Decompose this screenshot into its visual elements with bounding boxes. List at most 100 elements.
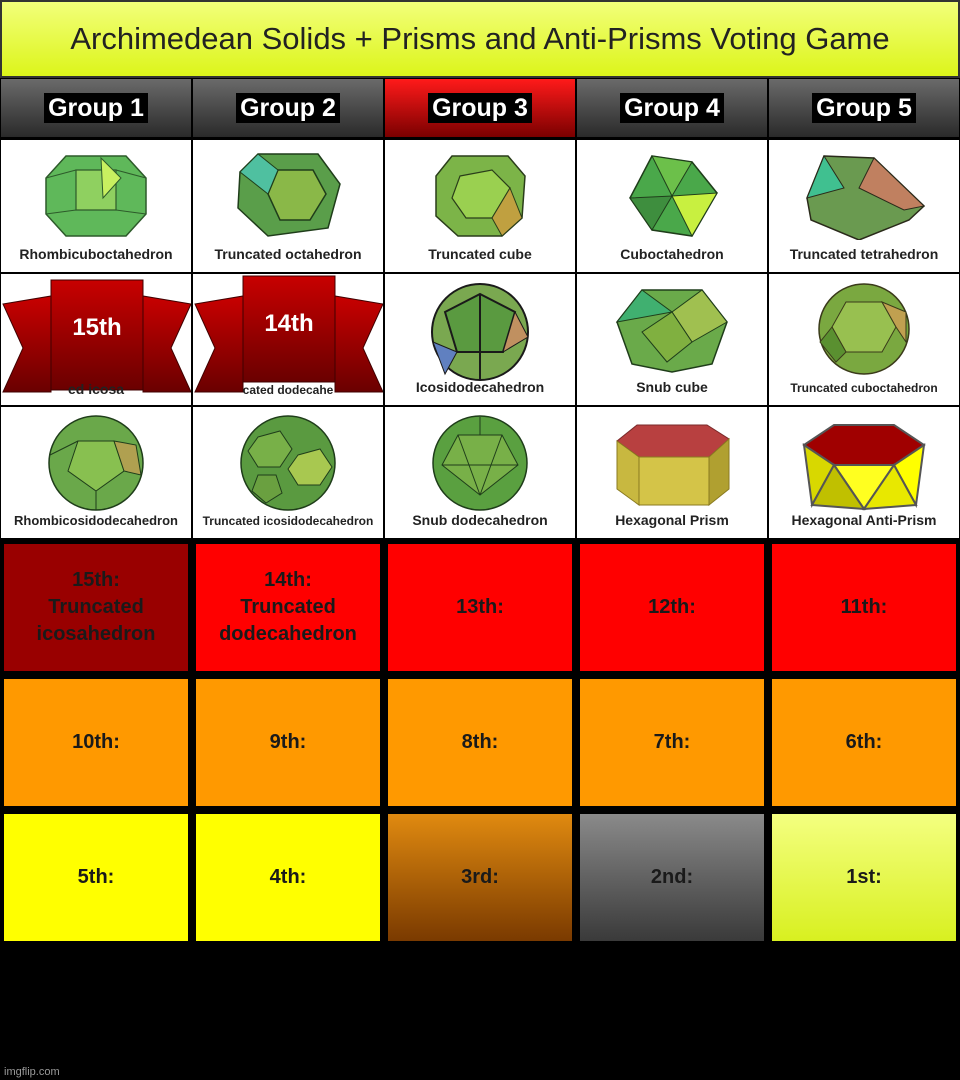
rank-slot: 1st: xyxy=(772,814,956,941)
ranking-board: 15th: Truncated icosahedron 14th: Truncated d… xyxy=(0,540,960,945)
rank-slot-text: 9th: xyxy=(270,729,307,756)
rhombicuboctahedron-icon xyxy=(45,155,147,237)
rank-slot-line: 3rd: xyxy=(461,866,499,888)
page-title: Archimedean Solids + Prisms and Anti-Pri… xyxy=(0,0,960,78)
rank-slot-text: 2nd: xyxy=(651,864,693,891)
rank-slot-line: 2nd: xyxy=(650,866,694,888)
rank-slot-line: 4th: xyxy=(269,866,307,888)
rank-slot: 5th: xyxy=(4,814,188,941)
rank-slot-line: 15th: xyxy=(72,569,120,591)
rank-slot: 8th: xyxy=(388,679,572,806)
rank-slot-line: 13th: xyxy=(456,596,504,618)
solids-row-2: 15th ed icosa 14th cated dodecahe xyxy=(0,273,960,406)
rank-slot: 11th: xyxy=(772,544,956,671)
solid-label: ed icosa xyxy=(67,381,125,397)
rank-slot-line: 7th: xyxy=(653,731,691,753)
solid-label: Truncated cube xyxy=(428,246,532,262)
truncated-octahedron-icon xyxy=(237,153,341,237)
rank-slot: 10th: xyxy=(4,679,188,806)
group-5-header: Group 5 xyxy=(768,78,960,138)
solids-row-1: Rhombicuboctahedron Truncated octahedron… xyxy=(0,139,960,273)
solid-cell: Hexagonal Anti-Prism xyxy=(768,406,960,539)
rank-slot-text: 6th: xyxy=(846,729,883,756)
rank-slot: 6th: xyxy=(772,679,956,806)
group-2-header: Group 2 xyxy=(192,78,384,138)
group-4-label: Group 4 xyxy=(620,93,724,123)
truncated-icosidodecahedron-icon xyxy=(240,415,336,511)
solid-cell: Truncated cube xyxy=(384,139,576,273)
solid-cell: Rhombicosidodecahedron xyxy=(0,406,192,539)
group-5-label: Group 5 xyxy=(812,93,916,123)
rhombicosidodecahedron-icon xyxy=(48,415,144,511)
rank-slot-text: 15th: Truncated icosahedron xyxy=(37,567,156,648)
solid-cell: Truncated icosidodecahedron xyxy=(192,406,384,539)
rank-slot-line: 5th: xyxy=(77,866,115,888)
solid-label: Snub cube xyxy=(636,379,708,395)
rank-slot-text: 14th: Truncated dodecahedron xyxy=(219,567,357,648)
rank-slot-line: 1st: xyxy=(846,866,882,888)
solid-label: Icosidodecahedron xyxy=(415,379,545,395)
solid-label: Hexagonal Anti-Prism xyxy=(791,512,937,528)
rank-slot-line: icosahedron xyxy=(36,623,156,645)
solids-grid: Rhombicuboctahedron Truncated octahedron… xyxy=(0,139,960,539)
rank-row-3: 5th: 4th: 3rd: 2nd: 1st: xyxy=(0,810,960,945)
solid-cell-eliminated: 14th cated dodecahe xyxy=(192,273,384,406)
rank-slot-line: Truncated xyxy=(240,596,336,618)
hexagonal-prism-icon xyxy=(616,424,730,507)
rank-slot: 14th: Truncated dodecahedron xyxy=(196,544,380,671)
truncated-cuboctahedron-icon xyxy=(818,283,910,375)
solid-cell: Snub cube xyxy=(576,273,768,406)
group-4-header: Group 4 xyxy=(576,78,768,138)
hexagonal-antiprism-icon xyxy=(802,424,926,511)
rank-slot-text: 13th: xyxy=(456,594,504,621)
solid-label: Truncated octahedron xyxy=(214,246,362,262)
solid-cell: Truncated octahedron xyxy=(192,139,384,273)
rank-slot-text: 1st: xyxy=(846,864,882,891)
rank-slot-text: 4th: xyxy=(270,864,307,891)
solid-label: Hexagonal Prism xyxy=(615,512,729,528)
rank-slot: 12th: xyxy=(580,544,764,671)
rank-slot-text: 5th: xyxy=(78,864,115,891)
solid-label: Truncated tetrahedron xyxy=(789,246,939,262)
rank-slot-line: 14th: xyxy=(264,569,312,591)
rank-slot: 4th: xyxy=(196,814,380,941)
rank-slot-text: 12th: xyxy=(648,594,696,621)
rank-slot-line: Truncated xyxy=(48,596,144,618)
solid-cell: Cuboctahedron xyxy=(576,139,768,273)
group-3-label: Group 3 xyxy=(428,93,532,123)
solid-cell: Icosidodecahedron xyxy=(384,273,576,406)
solid-label: Snub dodecahedron xyxy=(412,512,548,528)
solid-cell: Snub dodecahedron xyxy=(384,406,576,539)
rank-slot-line: 9th: xyxy=(269,731,307,753)
ribbon-banner-icon xyxy=(2,279,191,393)
truncated-tetrahedron-icon xyxy=(806,154,926,240)
solid-label: Rhombicuboctahedron xyxy=(19,246,173,262)
rank-slot-line: dodecahedron xyxy=(219,623,357,645)
solid-label: Cuboctahedron xyxy=(620,246,724,262)
rank-slot: 7th: xyxy=(580,679,764,806)
solid-label: Rhombicosidodecahedron xyxy=(14,513,178,528)
solid-cell-eliminated: 15th ed icosa xyxy=(0,273,192,406)
eliminated-banner-label: 14th xyxy=(264,310,314,337)
solid-label: cated dodecahe xyxy=(242,383,334,397)
solid-cell: Rhombicuboctahedron xyxy=(0,139,192,273)
rank-slot-line: 8th: xyxy=(461,731,499,753)
icosidodecahedron-icon xyxy=(431,283,529,381)
ribbon-banner-icon xyxy=(194,275,383,393)
group-2-label: Group 2 xyxy=(236,93,340,123)
snub-dodecahedron-icon xyxy=(432,415,528,511)
solid-label: Truncated cuboctahedron xyxy=(790,381,938,395)
solid-cell: Truncated tetrahedron xyxy=(768,139,960,273)
rank-slot-line: 6th: xyxy=(845,731,883,753)
rank-slot-text: 11th: xyxy=(841,594,888,621)
rank-row-2: 10th: 9th: 8th: 7th: 6th: xyxy=(0,675,960,810)
rank-slot-text: 10th: xyxy=(72,729,120,756)
group-3-header: Group 3 xyxy=(384,78,576,138)
solids-row-3: Rhombicosidodecahedron Truncated icosido… xyxy=(0,406,960,539)
rank-slot-text: 8th: xyxy=(462,729,499,756)
solid-cell: Hexagonal Prism xyxy=(576,406,768,539)
truncated-cube-icon xyxy=(435,155,526,237)
watermark: imgflip.com xyxy=(4,1066,60,1078)
rank-slot-line: 12th: xyxy=(648,596,696,618)
snub-cube-icon xyxy=(615,289,728,373)
